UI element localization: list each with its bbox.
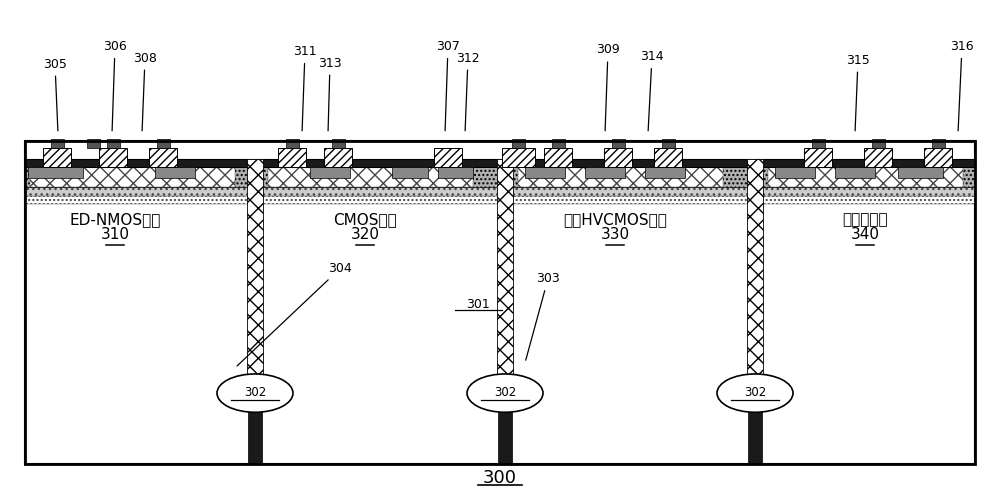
Text: 304: 304 xyxy=(237,262,352,366)
Circle shape xyxy=(217,374,293,412)
Bar xyxy=(932,139,944,148)
Bar xyxy=(804,148,832,167)
Bar xyxy=(268,167,473,187)
Bar xyxy=(497,159,513,374)
Bar xyxy=(552,139,565,148)
Text: 309: 309 xyxy=(596,43,620,131)
Bar xyxy=(438,167,473,178)
Bar xyxy=(156,139,170,148)
Text: 313: 313 xyxy=(318,56,342,131)
Bar xyxy=(87,139,100,148)
Bar xyxy=(748,159,762,464)
Bar xyxy=(25,141,975,464)
Text: 303: 303 xyxy=(526,272,560,360)
Bar xyxy=(662,139,675,148)
Bar xyxy=(502,148,535,167)
Bar xyxy=(25,196,975,204)
Text: 312: 312 xyxy=(456,51,480,131)
Bar xyxy=(286,139,298,148)
Text: 302: 302 xyxy=(244,386,266,399)
Text: 311: 311 xyxy=(293,45,317,131)
Bar xyxy=(612,139,624,148)
Bar xyxy=(645,167,685,178)
Text: 302: 302 xyxy=(494,386,516,399)
Bar xyxy=(50,139,64,148)
Text: 305: 305 xyxy=(43,57,67,131)
Text: 高压HVCMOS器件: 高压HVCMOS器件 xyxy=(563,212,667,227)
Bar xyxy=(28,167,82,178)
Text: 310: 310 xyxy=(100,227,130,242)
Bar xyxy=(747,159,763,374)
Text: 302: 302 xyxy=(744,386,766,399)
Circle shape xyxy=(467,374,543,412)
Bar xyxy=(332,139,344,148)
Bar xyxy=(43,148,71,167)
Bar xyxy=(775,167,815,178)
Text: 314: 314 xyxy=(640,50,664,131)
Bar xyxy=(155,167,195,178)
Text: 306: 306 xyxy=(103,40,127,131)
Bar xyxy=(872,139,885,148)
Bar xyxy=(864,148,892,167)
Bar xyxy=(898,167,943,178)
Text: 307: 307 xyxy=(436,40,460,131)
Text: 340: 340 xyxy=(850,227,880,242)
Bar xyxy=(835,167,875,178)
Bar xyxy=(248,159,262,464)
Bar xyxy=(25,141,975,464)
Bar xyxy=(654,148,682,167)
Text: CMOS器件: CMOS器件 xyxy=(333,212,397,227)
Bar xyxy=(30,167,235,187)
Bar xyxy=(25,187,975,196)
Bar xyxy=(512,139,525,148)
Bar xyxy=(434,148,462,167)
Bar xyxy=(25,167,975,187)
Text: 315: 315 xyxy=(846,53,870,131)
Bar xyxy=(812,139,824,148)
Bar xyxy=(106,139,120,148)
Bar xyxy=(324,148,352,167)
Text: 320: 320 xyxy=(351,227,380,242)
Text: 301: 301 xyxy=(466,298,490,311)
Bar xyxy=(525,167,565,178)
Bar xyxy=(392,167,428,178)
Bar xyxy=(924,148,952,167)
Text: 308: 308 xyxy=(133,51,157,131)
Bar xyxy=(99,148,127,167)
Bar xyxy=(25,159,975,167)
Bar xyxy=(247,159,263,374)
Text: 330: 330 xyxy=(600,227,630,242)
Text: 316: 316 xyxy=(950,40,974,131)
Bar xyxy=(518,167,723,187)
Text: 双极型器件: 双极型器件 xyxy=(842,212,888,227)
Bar xyxy=(310,167,350,178)
Bar xyxy=(585,167,625,178)
Bar xyxy=(498,159,512,464)
Text: 300: 300 xyxy=(483,469,517,487)
Bar xyxy=(149,148,177,167)
Circle shape xyxy=(717,374,793,412)
Text: ED-NMOS器件: ED-NMOS器件 xyxy=(69,212,161,227)
Bar xyxy=(768,167,963,187)
Bar xyxy=(278,148,306,167)
Bar xyxy=(604,148,632,167)
Bar xyxy=(544,148,572,167)
